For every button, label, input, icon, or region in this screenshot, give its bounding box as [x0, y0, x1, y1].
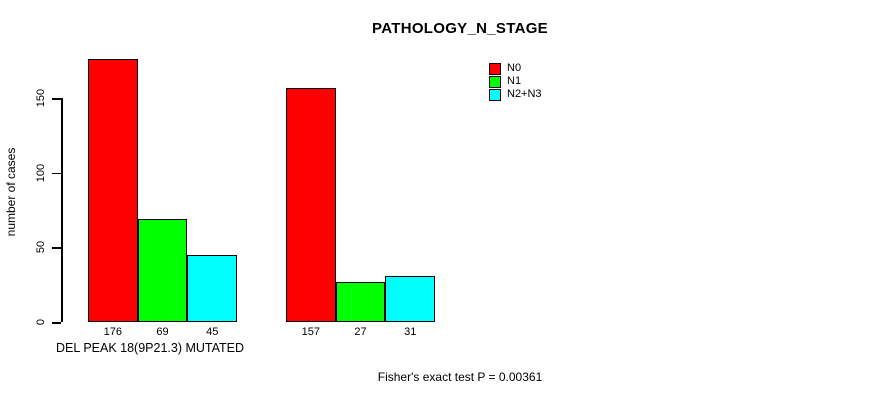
chart-title: PATHOLOGY_N_STAGE	[372, 20, 548, 37]
legend-item: N0	[489, 62, 542, 75]
bar-n0-group1	[88, 59, 138, 322]
legend-item-label: N1	[507, 75, 522, 87]
y-axis-tick-label: 150	[35, 88, 47, 108]
fisher-test-annotation: Fisher's exact test P = 0.00361	[377, 370, 543, 384]
bar-n0-group2	[286, 87, 336, 322]
y-axis-label: number of cases	[4, 147, 18, 237]
legend-item: N1	[489, 75, 542, 88]
legend-swatch-n0	[489, 62, 501, 75]
y-axis-tick-label: 100	[35, 163, 47, 182]
legend: N0 N1 N2+N3	[489, 62, 542, 101]
legend-item-label: N2+N3	[507, 88, 542, 100]
y-axis-line	[61, 98, 63, 322]
bar-n2n3-group2	[385, 275, 436, 322]
y-axis-tick	[52, 247, 61, 249]
bar-value-label: 176	[103, 326, 123, 338]
legend-swatch-n2n3	[489, 88, 501, 101]
y-axis-tick	[52, 322, 61, 324]
bar-n1-group1	[137, 218, 188, 322]
legend-swatch-n1	[489, 75, 501, 88]
y-axis-tick-label: 0	[35, 318, 47, 326]
group-label: DEL PEAK 18(9P21.3) MUTATED	[56, 341, 245, 355]
bar-n2n3-group1	[187, 254, 238, 322]
y-axis-tick	[52, 98, 61, 100]
bar-value-label: 45	[206, 326, 219, 338]
bar-value-label: 27	[354, 326, 367, 338]
y-axis-tick-label: 50	[35, 241, 47, 254]
bar-value-label: 69	[156, 326, 169, 338]
legend-item: N2+N3	[489, 88, 542, 101]
legend-item-label: N0	[507, 62, 522, 74]
y-axis-tick	[52, 172, 61, 175]
bar-value-label: 157	[301, 326, 321, 338]
bar-value-label: 31	[404, 326, 417, 338]
bar-n1-group2	[335, 281, 386, 322]
